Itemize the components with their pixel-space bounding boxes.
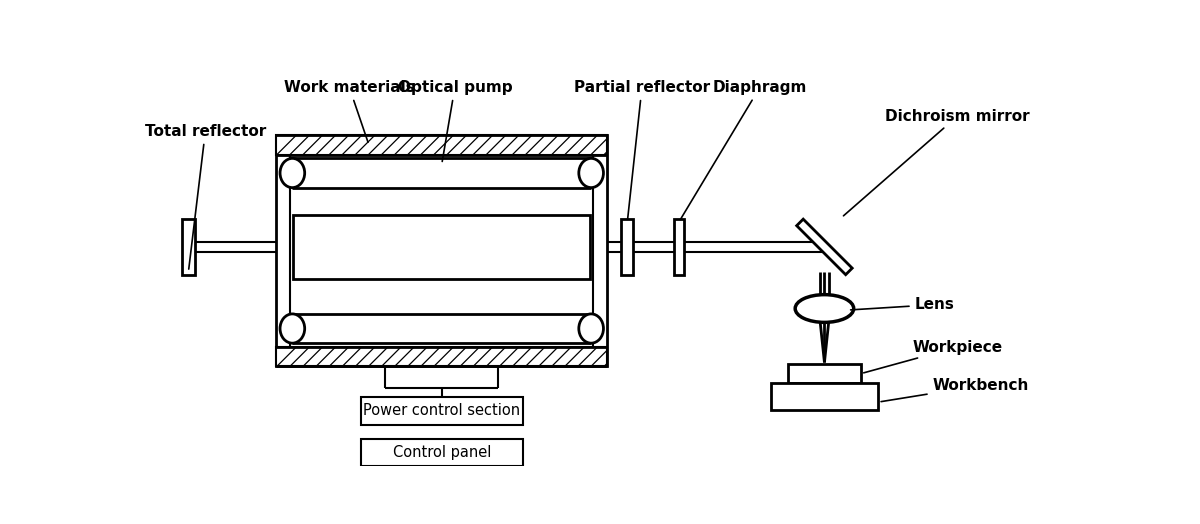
Bar	[293, 214, 590, 279]
Ellipse shape	[796, 294, 853, 322]
Text: Diaphragm: Diaphragm	[680, 80, 806, 220]
Bar	[673, 219, 684, 275]
Bar	[182, 219, 194, 275]
Bar	[276, 135, 607, 155]
Bar	[276, 135, 607, 366]
Text: Power control section: Power control section	[364, 403, 521, 419]
Text: Workbench: Workbench	[881, 378, 1028, 401]
Bar	[276, 347, 607, 366]
Text: Total reflector: Total reflector	[145, 124, 266, 269]
Ellipse shape	[280, 314, 305, 343]
Bar	[770, 383, 878, 410]
Bar	[361, 439, 523, 466]
Bar	[622, 219, 634, 275]
Polygon shape	[797, 219, 852, 275]
Text: Optical pump: Optical pump	[397, 80, 512, 161]
Ellipse shape	[578, 314, 604, 343]
Text: Dichroism mirror: Dichroism mirror	[844, 108, 1030, 216]
Bar	[361, 397, 523, 425]
Text: Work materials: Work materials	[284, 80, 415, 142]
Text: Control panel: Control panel	[392, 445, 491, 460]
Text: Lens: Lens	[851, 297, 954, 312]
Text: Workpiece: Workpiece	[864, 340, 1003, 373]
Bar	[788, 364, 862, 383]
Text: Partial reflector: Partial reflector	[574, 80, 710, 219]
Ellipse shape	[578, 158, 604, 188]
Ellipse shape	[280, 158, 305, 188]
